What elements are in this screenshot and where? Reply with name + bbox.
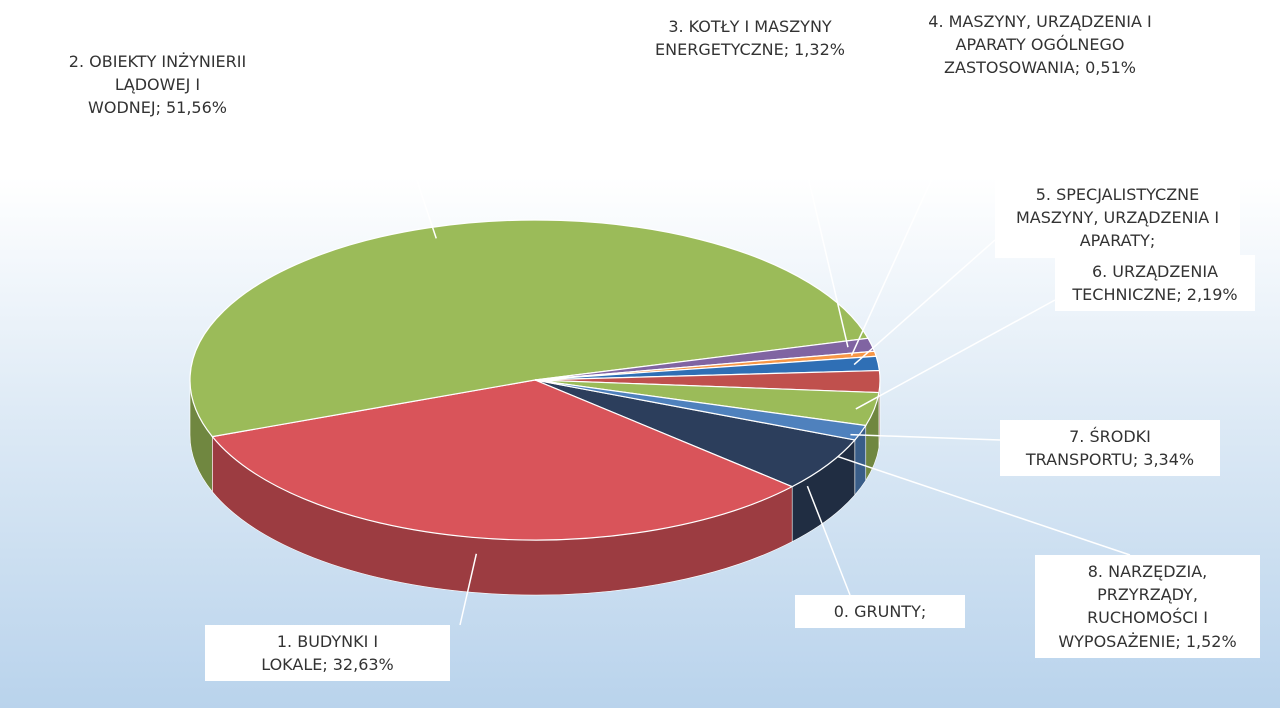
data-label: 2. OBIEKTY INŻYNIERII LĄDOWEJ I WODNEJ; 5… <box>40 45 275 125</box>
data-label: 7. ŚRODKI TRANSPORTU; 3,34% <box>1000 420 1220 477</box>
slice <box>534 379 867 441</box>
label-category: 4. MASZYNY, URZĄDZENIA I APARATY OGÓLNEG… <box>928 12 1152 78</box>
label-category: 7. ŚRODKI TRANSPORTU; <box>1025 427 1151 470</box>
data-label: 0. GRUNTY; <box>795 595 965 629</box>
slice <box>211 379 794 541</box>
data-label: 8. NARZĘDZIA, PRZYRZĄDY, RUCHOMOŚCI I WY… <box>1035 555 1260 658</box>
leader-line <box>850 149 946 356</box>
label-category: 1. BUDYNKI I LOKALE; <box>261 632 379 675</box>
leader-line <box>837 455 1131 556</box>
label-value: 1,52% <box>1185 631 1237 651</box>
data-label: 4. MASZYNY, URZĄDZENIA I APARATY OGÓLNEG… <box>915 5 1165 85</box>
label-value: 2,19% <box>1186 285 1238 305</box>
data-label: 5. SPECJALISTYCZNE MASZYNY, URZĄDZENIA I… <box>995 178 1240 258</box>
label-category: 0. GRUNTY; <box>833 602 927 621</box>
leader-line <box>853 239 996 366</box>
label-value: 32,63% <box>332 655 394 675</box>
data-label: 6. URZĄDZENIA TECHNICZNE; 2,19% <box>1055 255 1255 312</box>
label-category: 5. SPECJALISTYCZNE MASZYNY, URZĄDZENIA I… <box>1015 185 1220 251</box>
label-category: 6. URZĄDZENIA TECHNICZNE; <box>1072 262 1219 305</box>
leader-line <box>789 99 849 348</box>
data-label: 1. BUDYNKI I LOKALE; 32,63% <box>205 625 450 682</box>
leader-line <box>459 553 478 626</box>
leader-line <box>806 485 851 596</box>
label-category: 2. OBIEKTY INŻYNIERII LĄDOWEJ I WODNEJ; <box>68 52 247 118</box>
leader-line <box>409 159 437 239</box>
slice <box>189 219 870 438</box>
label-category: 3. KOTŁY I MASZYNY ENERGETYCZNE; <box>655 17 832 60</box>
label-category: 8. NARZĘDZIA, PRZYRZĄDY, RUCHOMOŚCI I WY… <box>1058 562 1208 651</box>
label-value: 51,56% <box>165 98 227 118</box>
label-value: 0,51% <box>1085 58 1136 78</box>
leader-line <box>850 433 1001 441</box>
data-label: 3. KOTŁY I MASZYNY ENERGETYCZNE; 1,32% <box>630 10 870 67</box>
label-value: 3,34% <box>1143 450 1195 470</box>
label-value: 1,32% <box>794 40 845 60</box>
leader-line <box>855 299 1056 410</box>
